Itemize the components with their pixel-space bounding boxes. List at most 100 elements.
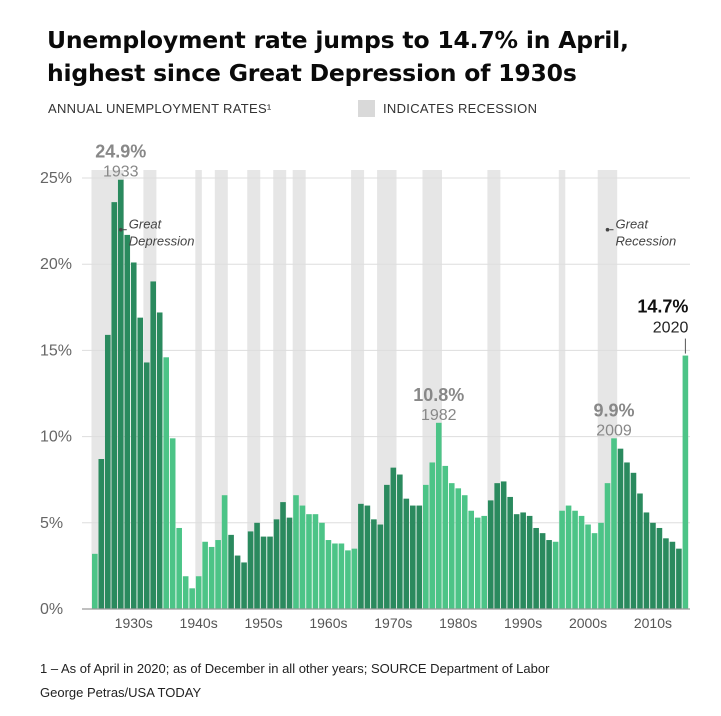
highlight-year-2009: 2009	[596, 422, 632, 439]
bar-1943	[182, 576, 189, 609]
bar-1978	[410, 505, 416, 609]
bar-2010	[617, 448, 624, 609]
bar-1938	[150, 281, 157, 609]
annotation-dot	[118, 227, 123, 232]
y-tick-label: 10%	[40, 429, 72, 446]
bar-1974	[384, 484, 390, 609]
bar-1979	[416, 505, 423, 609]
x-tick-label: 1980s	[439, 615, 477, 631]
bar-2012	[630, 472, 637, 609]
bar-2003	[572, 510, 578, 609]
bar-2008	[604, 483, 611, 609]
y-tick-label: 20%	[40, 256, 72, 273]
annotation-dot	[605, 227, 610, 232]
bar-1935	[130, 262, 137, 609]
chart-title: Unemployment rate jumps to 14.7% in Apri…	[47, 24, 707, 90]
bar-1993	[507, 496, 513, 609]
bar-1990	[487, 500, 494, 609]
y-tick-label: 0%	[40, 601, 63, 618]
bar-1983	[442, 465, 449, 609]
bar-1987	[468, 510, 475, 609]
bar-1999	[546, 540, 552, 609]
recession-band	[558, 170, 566, 609]
bar-1971	[364, 505, 371, 609]
bar-1933	[117, 179, 124, 609]
footnote: 1 – As of April in 2020; as of December …	[40, 661, 550, 676]
bar-1967	[338, 543, 345, 609]
bar-1937	[143, 362, 150, 609]
x-tick-label: 2010s	[634, 615, 672, 631]
bar-1947	[208, 546, 215, 609]
bar-1964	[319, 522, 325, 609]
annotation-line1-1: Great	[616, 217, 650, 232]
credit-line: George Petras/USA TODAY	[40, 685, 202, 700]
bar-1975	[390, 467, 397, 609]
chart-title-line-1: Unemployment rate jumps to 14.7% in Apri…	[47, 26, 629, 54]
highlight-year-2020: 2020	[653, 320, 689, 337]
bar-1960	[293, 495, 299, 609]
bar-1994	[513, 514, 520, 609]
bar-1949	[221, 495, 228, 609]
x-tick-label: 1940s	[180, 615, 218, 631]
annotation-line2-1: Recession	[616, 234, 677, 249]
recession-band	[273, 170, 287, 609]
bar-1959	[286, 517, 293, 609]
bar-2015	[650, 522, 656, 609]
bar-1950	[228, 534, 234, 609]
bar-1942	[176, 527, 182, 609]
bar-1936	[137, 317, 144, 609]
bar-2006	[591, 533, 598, 609]
bar-1996	[526, 515, 533, 609]
bar-1985	[455, 488, 462, 609]
bar-1989	[481, 515, 487, 609]
bar-2018	[669, 541, 676, 609]
recession-band	[247, 170, 261, 609]
bar-1957	[273, 519, 280, 609]
bar-2001	[559, 510, 565, 609]
bar-2019	[676, 548, 682, 609]
bar-1970	[358, 503, 364, 609]
bar-1939	[156, 312, 163, 609]
bar-1955	[260, 536, 267, 609]
bar-1976	[397, 474, 403, 609]
y-tick-label: 25%	[40, 170, 72, 187]
y-tick-label: 5%	[40, 515, 63, 532]
bar-1977	[403, 498, 410, 609]
y-tick-label: 15%	[40, 342, 72, 359]
bar-2014	[643, 512, 650, 609]
bar-1965	[325, 540, 332, 609]
x-tick-label: 1930s	[115, 615, 153, 631]
bar-1966	[332, 543, 338, 609]
x-tick-label: 2000s	[569, 615, 607, 631]
bar-1973	[377, 524, 384, 609]
bar-1932	[111, 202, 118, 610]
bar-1997	[533, 527, 539, 609]
bar-1962	[306, 514, 312, 609]
bar-1991	[494, 483, 500, 609]
bar-1986	[461, 495, 468, 609]
bar-1998	[539, 533, 546, 609]
bar-2005	[585, 524, 591, 609]
bar-1981	[429, 462, 436, 609]
x-tick-label: 1960s	[309, 615, 347, 631]
bar-1930	[98, 459, 105, 609]
bar-1945	[195, 576, 202, 609]
bar-2004	[578, 515, 585, 609]
bar-1956	[267, 536, 273, 609]
bar-1953	[247, 531, 254, 609]
bar-2017	[663, 538, 669, 609]
bar-1969	[351, 548, 358, 609]
bar-1995	[520, 512, 526, 609]
bar-1954	[254, 522, 260, 609]
bar-2007	[598, 522, 604, 609]
x-tick-label: 1950s	[244, 615, 282, 631]
recession-legend-swatch	[358, 100, 375, 117]
bar-2013	[637, 493, 643, 609]
bar-1968	[345, 550, 351, 609]
bar-1988	[474, 517, 481, 609]
bar-2020	[682, 355, 689, 609]
bar-1992	[500, 481, 507, 609]
bar-2011	[624, 462, 630, 609]
highlight-year-1982: 1982	[421, 407, 457, 424]
highlight-value-2009: 9.9%	[593, 400, 634, 420]
